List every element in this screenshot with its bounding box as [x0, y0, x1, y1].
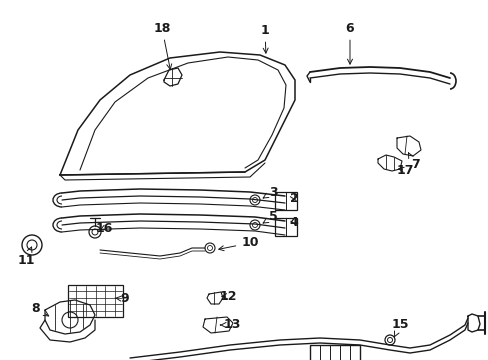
Text: 7: 7: [407, 153, 419, 171]
Text: 4: 4: [289, 216, 298, 229]
Bar: [274, 192, 296, 210]
Text: 5: 5: [263, 211, 277, 224]
Bar: [309, 345, 359, 360]
Text: 11: 11: [17, 247, 35, 266]
Text: 2: 2: [289, 192, 298, 204]
Text: 15: 15: [390, 319, 408, 337]
Text: 3: 3: [263, 185, 277, 198]
Text: 9: 9: [115, 292, 129, 306]
Text: 17: 17: [395, 163, 413, 176]
Text: 12: 12: [219, 289, 236, 302]
Text: 14: 14: [0, 359, 1, 360]
Text: 16: 16: [95, 221, 112, 234]
Bar: [68, 285, 123, 317]
Text: 13: 13: [220, 319, 240, 332]
Text: 18: 18: [153, 22, 171, 69]
Text: 10: 10: [218, 237, 258, 251]
Text: 1: 1: [260, 23, 269, 53]
Text: 6: 6: [345, 22, 354, 64]
Text: 8: 8: [32, 302, 49, 316]
Bar: [274, 218, 296, 236]
